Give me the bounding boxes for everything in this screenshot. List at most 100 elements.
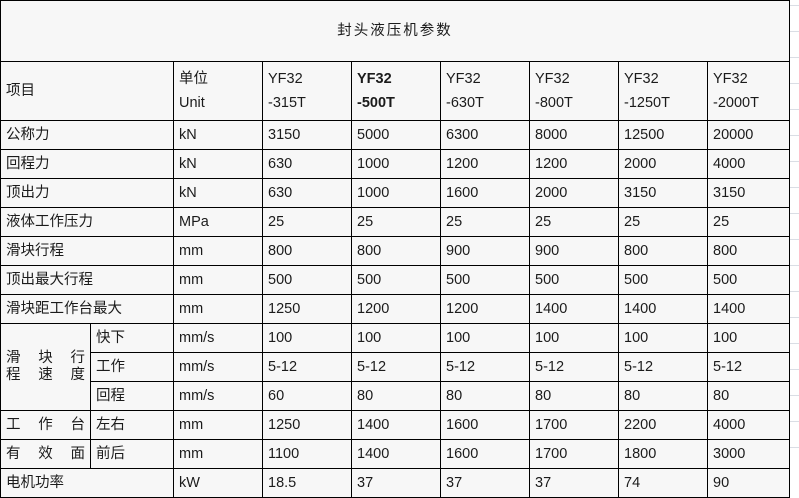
row-unit: mm [173, 410, 263, 440]
header-model-5: YF32 -2000T [706, 61, 791, 121]
row-label: 电机功率 [0, 468, 174, 498]
model-2-line2: -630T [446, 94, 484, 111]
table-row: 电机功率 kW 18.5 37 37 37 74 90 [0, 468, 791, 498]
cell-value: 1000 [351, 149, 441, 179]
cell-value: 100 [351, 323, 441, 353]
cell-value: 5000 [351, 120, 441, 150]
page-title: 封头液压机参数 [0, 0, 791, 62]
cell-value: 1800 [618, 439, 708, 469]
cell-value: 25 [529, 207, 619, 237]
cell-value: 1100 [262, 439, 352, 469]
cell-value: 37 [351, 468, 441, 498]
table-row: 工作台 左右 mm 1250 1400 1600 1700 2200 4000 [0, 410, 791, 440]
row-unit: kN [173, 120, 263, 150]
row-unit: mm [173, 439, 263, 469]
cell-value: 5-12 [351, 352, 441, 382]
table-row: 滑块行程 mm 800 800 900 900 800 800 [0, 236, 791, 266]
cell-value: 800 [262, 236, 352, 266]
table-row: 回程 mm/s 60 80 80 80 80 80 [1, 381, 791, 411]
header-unit-cell: 单位 Unit [173, 61, 263, 121]
cell-value: 37 [529, 468, 619, 498]
row-unit: MPa [173, 207, 263, 237]
cell-value: 80 [529, 381, 619, 411]
cell-value: 1600 [440, 410, 530, 440]
model-3-line2: -800T [535, 94, 573, 111]
header-unit-label-cn: 单位 [179, 70, 208, 87]
cell-value: 500 [529, 265, 619, 295]
cell-value: 900 [529, 236, 619, 266]
cell-value: 500 [440, 265, 530, 295]
table-row: 滑块距工作台最大 mm 1250 1200 1200 1400 1400 140… [0, 294, 791, 324]
row-unit: kN [173, 178, 263, 208]
row-label: 工作台 [0, 410, 91, 440]
table-row: 滑块行 程速度 快下 mm/s 100 100 100 100 100 100 [0, 323, 791, 411]
row-sub-label: 回程 [90, 381, 174, 411]
table-row: 顶出最大行程 mm 500 500 500 500 500 500 [0, 265, 791, 295]
row-label: 滑块行程 [0, 236, 174, 266]
cell-value: 500 [618, 265, 708, 295]
row-label: 滑块距工作台最大 [0, 294, 174, 324]
cell-value: 20000 [706, 120, 791, 150]
cell-value: 80 [351, 381, 441, 411]
cell-value: 630 [262, 178, 352, 208]
cell-value: 8000 [529, 120, 619, 150]
cell-value: 630 [262, 149, 352, 179]
model-1-line1: YF32 [357, 70, 392, 87]
slider-speed-label-seg2: 程速度 [6, 367, 85, 383]
row-sub-label: 前后 [90, 439, 174, 469]
cell-value: 1400 [351, 439, 441, 469]
row-unit: mm/s [173, 323, 263, 353]
row-sub-label: 左右 [90, 410, 174, 440]
header-unit-label-en: Unit [179, 94, 205, 111]
cell-value: 2000 [529, 178, 619, 208]
cell-value: 1400 [618, 294, 708, 324]
row-group-label-slider-speed: 滑块行 程速度 [0, 323, 91, 411]
cell-value: 1250 [262, 410, 352, 440]
cell-value: 5-12 [440, 352, 530, 382]
model-1-line2: -500T [357, 94, 395, 111]
cell-value: 1000 [351, 178, 441, 208]
header-model-0: YF32 -315T [262, 61, 352, 121]
model-0-line1: YF32 [268, 70, 303, 87]
model-0-line2: -315T [268, 94, 306, 111]
model-4-line1: YF32 [624, 70, 659, 87]
row-unit: kW [173, 468, 263, 498]
cell-value: 25 [706, 207, 791, 237]
row-sub-label: 快下 [90, 323, 174, 353]
cell-value: 800 [618, 236, 708, 266]
cell-value: 1200 [440, 149, 530, 179]
cell-value: 100 [618, 323, 708, 353]
cell-value: 6300 [440, 120, 530, 150]
header-item-label: 项目 [0, 61, 174, 121]
cell-value: 25 [262, 207, 352, 237]
cell-value: 5-12 [529, 352, 619, 382]
cell-value: 800 [351, 236, 441, 266]
cell-value: 37 [440, 468, 530, 498]
cell-value: 100 [262, 323, 352, 353]
cell-value: 1250 [262, 294, 352, 324]
cell-value: 25 [351, 207, 441, 237]
model-2-line1: YF32 [446, 70, 481, 87]
cell-value: 5-12 [618, 352, 708, 382]
row-unit: kN [173, 149, 263, 179]
cell-value: 500 [351, 265, 441, 295]
cell-value: 1400 [351, 410, 441, 440]
cell-value: 500 [262, 265, 352, 295]
cell-value: 100 [706, 323, 791, 353]
cell-value: 1200 [529, 149, 619, 179]
row-label: 顶出力 [0, 178, 174, 208]
cell-value: 3150 [706, 178, 791, 208]
row-unit: mm [173, 236, 263, 266]
cell-value: 2000 [618, 149, 708, 179]
row-label: 回程力 [0, 149, 174, 179]
table-row: 有效面 前后 mm 1100 1400 1600 1700 1800 3000 [0, 439, 791, 469]
cell-value: 2200 [618, 410, 708, 440]
cell-value: 90 [706, 468, 791, 498]
cell-value: 80 [440, 381, 530, 411]
row-unit: mm/s [173, 381, 263, 411]
cell-value: 3150 [262, 120, 352, 150]
cell-value: 25 [618, 207, 708, 237]
slider-speed-label-seg1: 滑块行 [6, 350, 85, 367]
